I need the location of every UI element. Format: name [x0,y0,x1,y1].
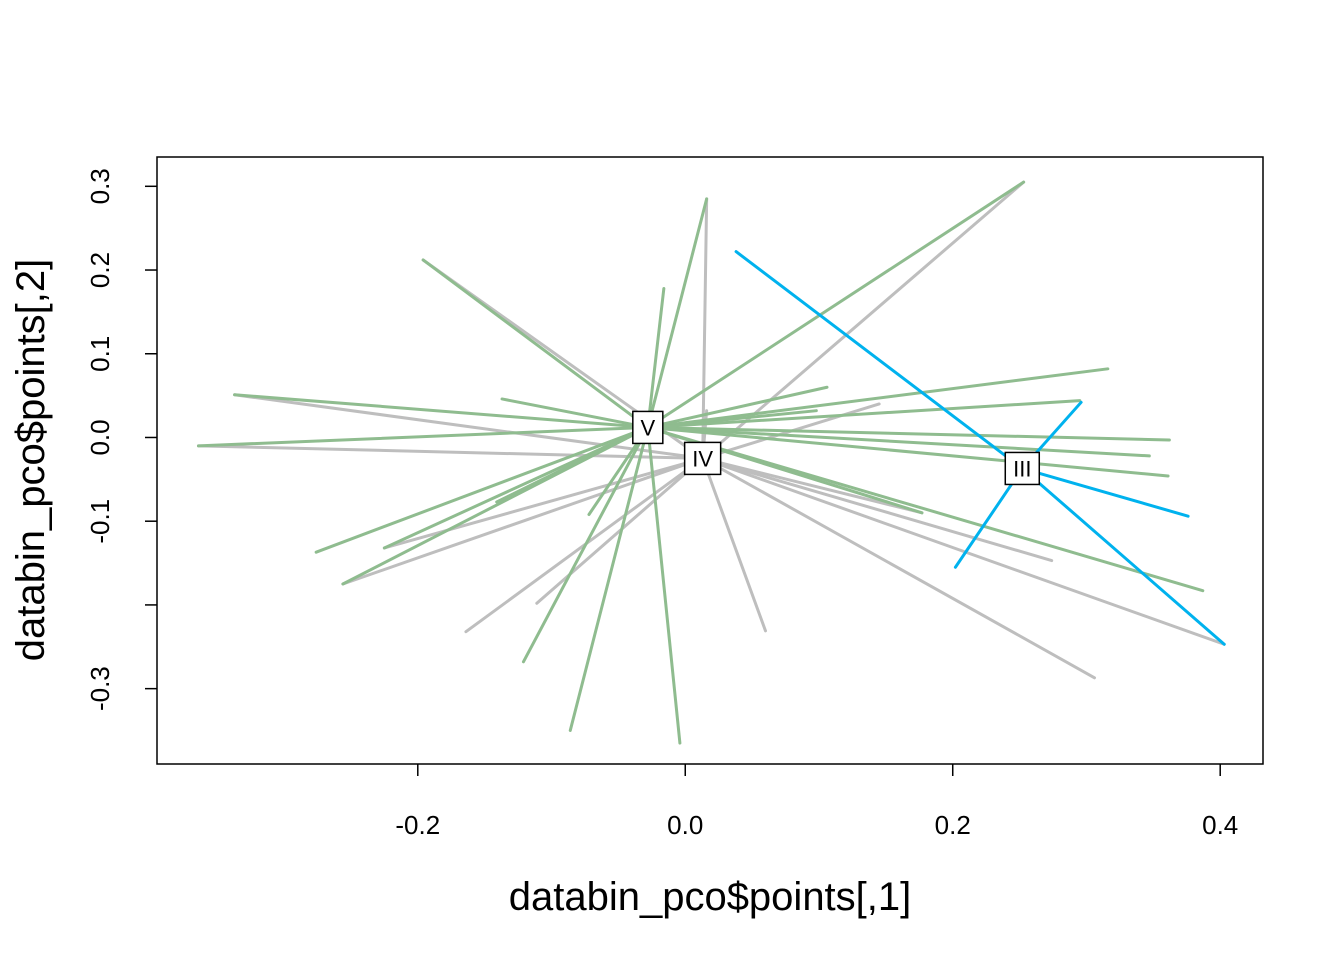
y-tick-label: -0.3 [85,666,115,711]
spider-line-v-19 [646,425,1171,442]
group-centroids: V IV III [632,410,1041,486]
spider-line-iv-3 [233,393,705,460]
x-tick-label: -0.2 [395,810,440,840]
y-tick-label: 0.1 [85,336,115,372]
spider-line-iv-6 [382,456,705,550]
centroid-box-v [632,410,664,445]
spider-line-v-4 [196,425,650,448]
spider-line-iii-4 [1020,466,1226,646]
spider-line-iv-8 [535,456,705,605]
spider-line-v-0 [646,197,709,429]
spider-line-iv-9 [701,456,768,633]
plot-frame [156,156,1264,765]
spider-line-v-5 [314,425,650,554]
spider-line-v-13 [646,425,682,745]
y-axis-title: databin_pco$points[,2] [9,259,53,662]
y-tick-label: 0.3 [85,168,115,204]
spider-line-v-3 [233,393,650,429]
spider-line-iii-0 [734,250,1024,470]
spider-line-v-22 [646,425,1205,593]
spider-line-iv-12 [701,456,1054,563]
spider-line-iv-13 [701,456,1096,680]
spider-line-v-14 [646,385,829,429]
spider-line-v-21 [646,425,1170,478]
spider-line-v-12 [568,425,650,733]
spider-line-v-1 [646,286,666,429]
centroid-box-iii [1004,451,1041,486]
spider-line-v-20 [646,425,1151,458]
spider-line-iv-4 [196,444,705,460]
y-tick-label: 0.0 [85,419,115,455]
spider-lines [196,180,1226,745]
spider-line-iv-14 [701,456,1226,646]
centroid-label-iii: III [1013,456,1031,481]
x-axis-title: databin_pco$points[,1] [509,875,912,919]
x-tick-label: 0.0 [667,810,703,840]
x-tick-label: 0.4 [1202,810,1238,840]
spider-line-v-2 [421,258,650,429]
x-tick-label: 0.2 [935,810,971,840]
x-axis: -0.2 0.0 0.2 0.4 [395,764,1238,840]
spider-line-iv-15 [701,456,924,515]
spider-line-v-11 [521,425,650,664]
y-axis: 0.3 0.2 0.1 0.0 -0.1 -0.3 [85,168,157,711]
y-tick-label: -0.1 [85,499,115,544]
spider-line-v-17 [646,367,1110,429]
centroid-label-v: V [640,415,655,440]
spider-line-v-9 [500,397,650,429]
spider-line-v-16 [646,180,1026,429]
spider-line-iii-2 [1020,466,1190,518]
spider-line-iv-5 [341,456,705,586]
centroid-box-iv [683,441,722,476]
spider-line-v-8 [495,425,650,504]
y-tick-label: 0.2 [85,252,115,288]
spider-line-v-18 [646,399,1082,429]
centroid-label-iv: IV [692,446,713,471]
